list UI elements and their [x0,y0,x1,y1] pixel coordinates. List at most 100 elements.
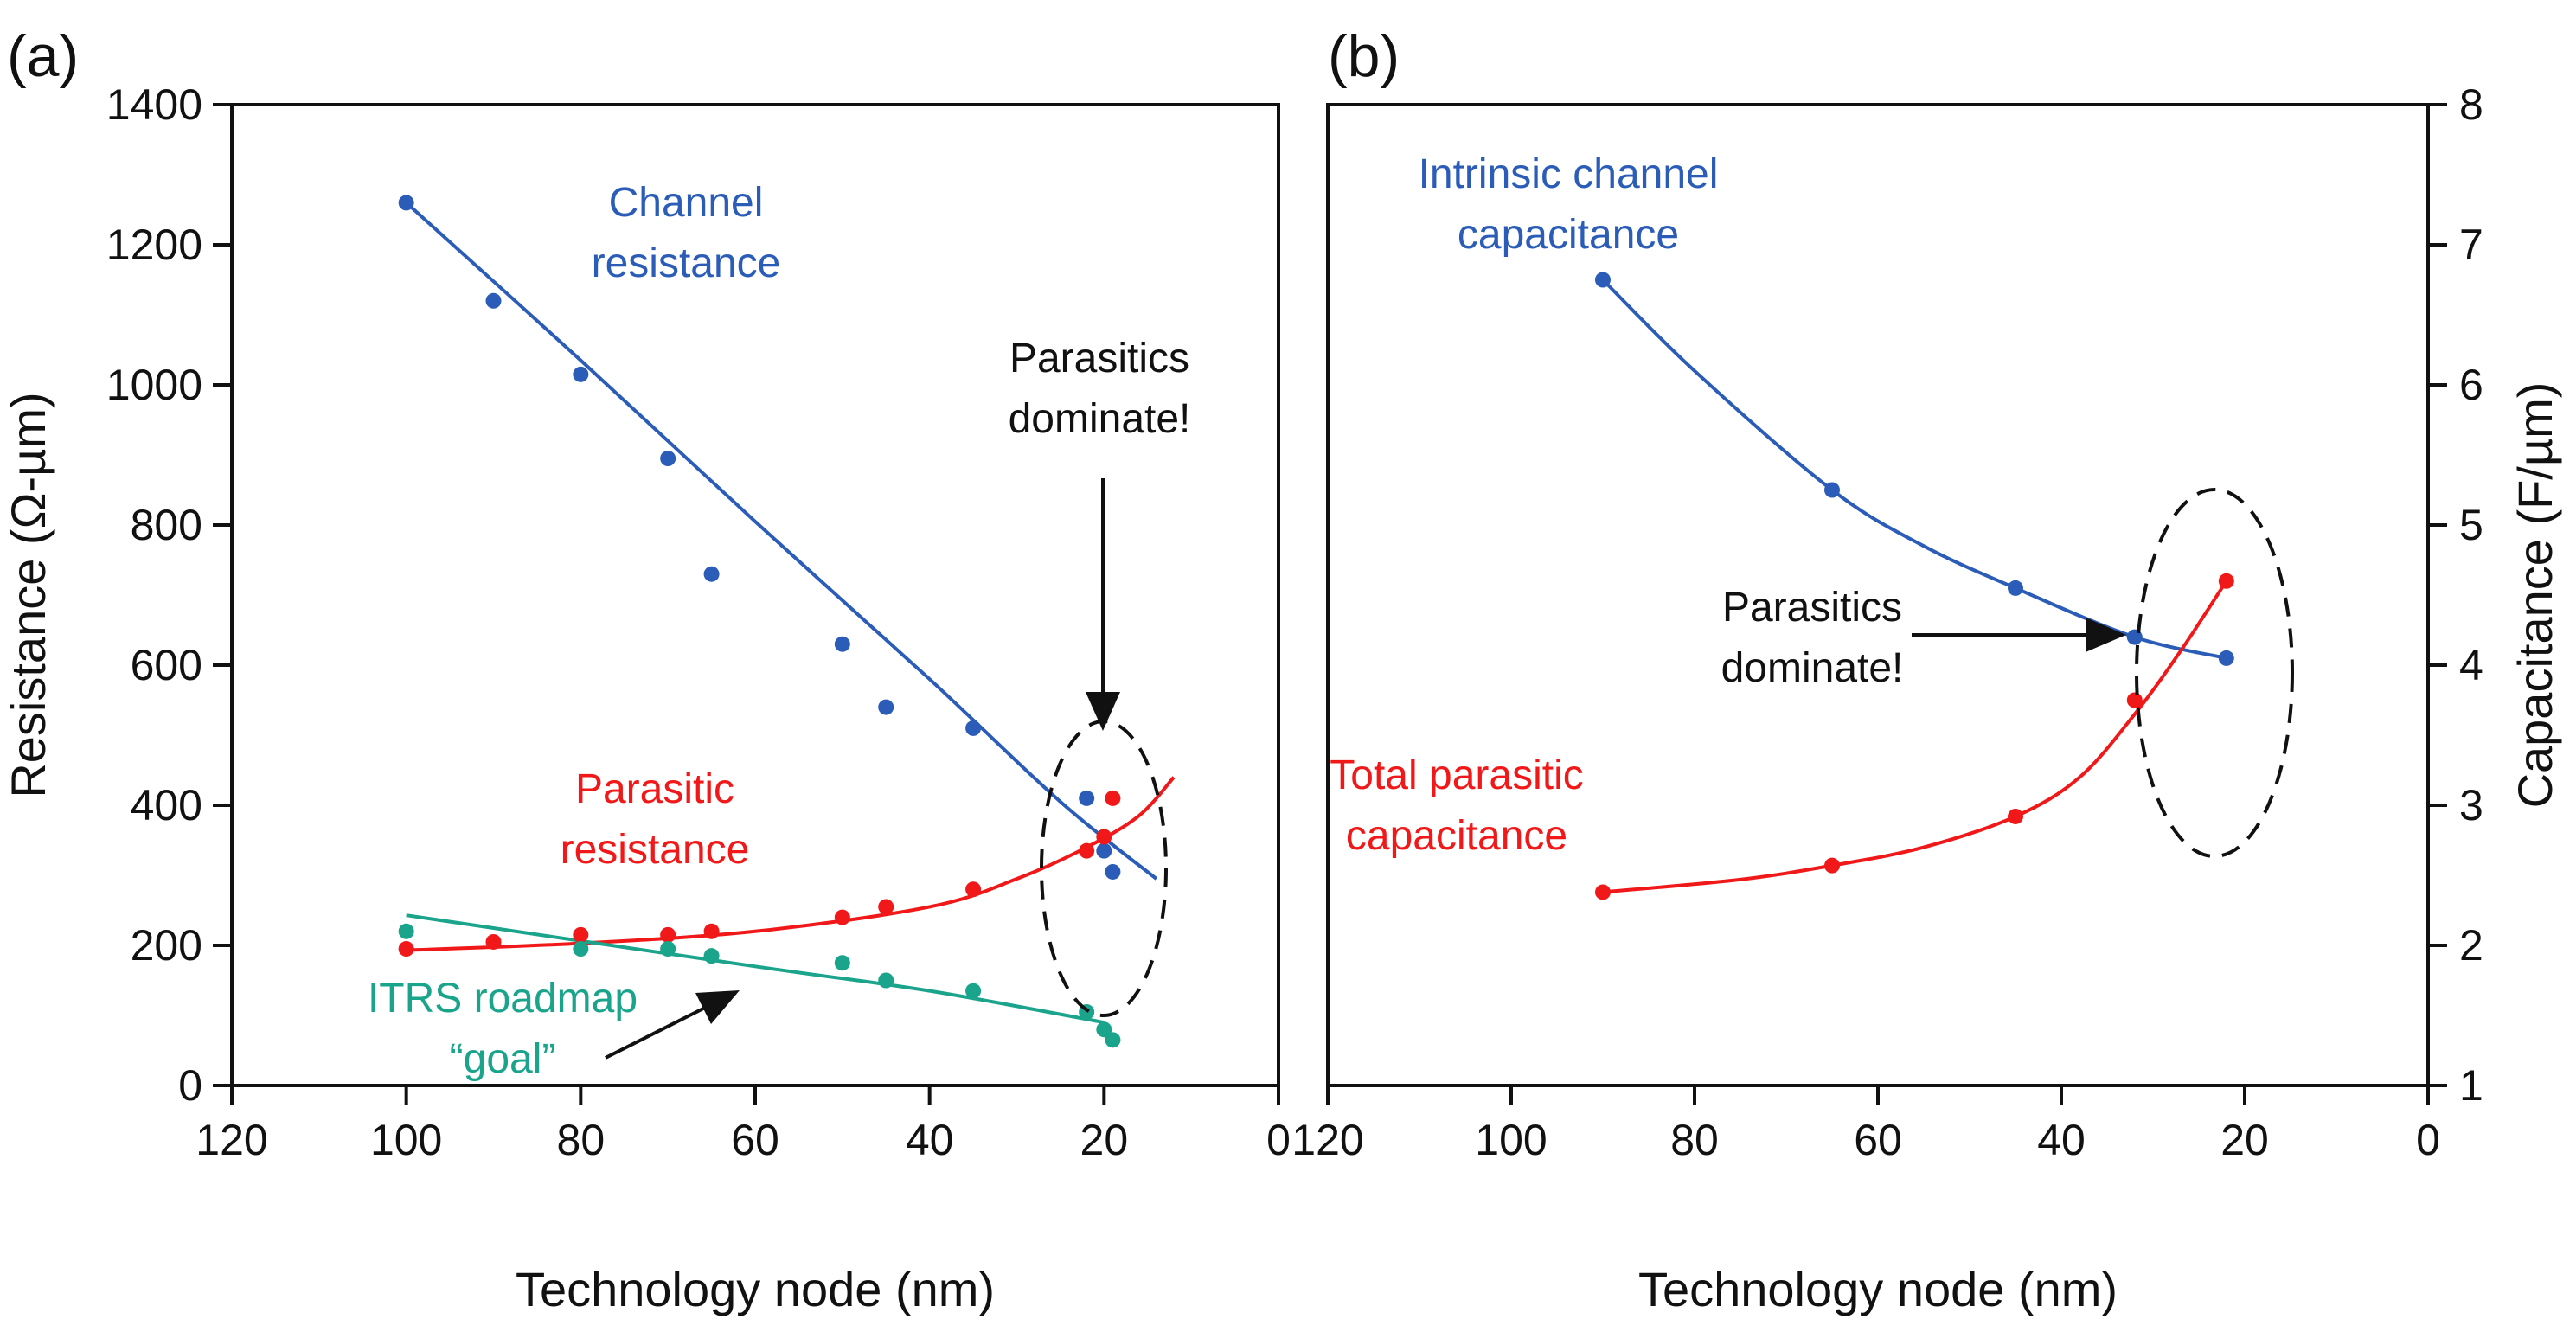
x-tick-label: 40 [2037,1116,2086,1164]
y-tick-label: 200 [131,921,202,970]
channel-resistance-point [965,720,982,736]
itrs-roadmap-goal-point [573,941,589,957]
parasitic-resistance-label: Parasitic resistance [561,766,750,873]
itrs-roadmap-goal-fit-line [406,913,1105,1025]
channel-resistance-point [703,566,720,582]
x-tick-label: 0 [1266,1116,1291,1164]
y-tick-label: 600 [131,641,202,689]
intrinsic-channel-capacitance-point [2218,650,2234,666]
y-tick-label: 1000 [106,361,202,409]
channel-resistance-point [834,636,850,652]
x-tick-label: 80 [557,1116,606,1164]
itrs-roadmap-label: ITRS roadmap “goal” [368,976,638,1082]
x-tick-label: 20 [2220,1116,2269,1164]
itrs-roadmap-label-line1: ITRS roadmap [368,976,638,1021]
y-tick-label: 5 [2459,501,2483,549]
fit-lines-b [1601,279,2228,894]
channel-resistance-label-line2: resistance [592,240,781,286]
channel-resistance-point [485,292,502,309]
channel-resistance-label-line1: Channel [609,180,764,226]
y-tick-label: 6 [2459,361,2483,409]
intrinsic-capacitance-label-line1: Intrinsic channel [1419,151,1719,197]
total-parasitic-capacitance-label-line2: capacitance [1346,813,1567,859]
parasitic-resistance-label-line1: Parasitic [575,766,734,812]
total-parasitic-capacitance-fit-line [1602,580,2228,894]
channel-resistance-point [660,451,676,467]
itrs-arrow-shaft [605,1006,706,1060]
channel-resistance-point [573,366,589,382]
channel-resistance-fit-line [405,201,1158,881]
itrs-roadmap-goal-point [1096,1021,1112,1038]
y-axis-label-b: Capacitance (F/µm) [2508,382,2562,809]
x-tick-label: 120 [1291,1116,1363,1164]
panel-label-a: (a) [7,23,79,89]
y-tick-label: 1 [2459,1061,2483,1110]
parasitic-resistance-point [660,926,676,943]
parasitics-dominate-b-line1: Parasitics [1722,585,1902,631]
x-tick-label: 20 [1080,1116,1129,1164]
channel-resistance-label: Channel resistance [592,180,781,286]
y-tick-label: 400 [131,781,202,829]
parasitics-dominate-a-line2: dominate! [1009,396,1191,442]
total-parasitic-capacitance-point [2218,573,2234,589]
channel-resistance-point [1105,863,1121,880]
x-axis-label-a: Technology node (nm) [516,1262,995,1316]
parasitic-resistance-point [703,923,720,939]
itrs-arrow-head [695,990,740,1024]
y-tick-label: 1400 [106,80,202,129]
total-parasitic-capacitance-point [1595,884,1611,900]
parasitic-resistance-point [1096,829,1112,845]
channel-resistance-point [1079,790,1095,806]
itrs-roadmap-goal-point [834,955,850,971]
dominance-ellipse-b [2135,488,2294,858]
itrs-roadmap-goal-point [703,948,720,964]
intrinsic-capacitance-label: Intrinsic channel capacitance [1419,151,1719,258]
x-tick-label: 100 [370,1116,442,1164]
x-tick-label: 80 [1670,1116,1719,1164]
parasitics-dominate-annotation-a: Parasitics dominate! [1009,336,1191,1017]
y-tick-label: 1200 [106,221,202,269]
y-tick-label: 8 [2459,80,2483,129]
total-parasitic-capacitance-label: Total parasitic capacitance [1330,752,1583,859]
parasitic-resistance-point [834,909,850,925]
x-tick-label: 0 [2416,1116,2440,1164]
y-tick-label: 7 [2459,221,2483,269]
parasitic-resistance-point [485,933,502,950]
fit-lines-a [405,201,1176,1025]
y-axis-ticks-a: 0 200 400 600 800 1000 1200 1400 [106,80,232,1110]
y-tick-label: 2 [2459,921,2483,970]
y-tick-label: 800 [131,501,202,549]
chart-panel-a: (a) 120 100 80 60 40 20 0 02004006008001000120… [1,23,1291,1316]
data-points-a [398,195,1121,1048]
parasitic-resistance-point [965,881,982,898]
dominance-ellipse-a [1040,720,1168,1017]
chart-panel-b: (b) 120 100 80 60 40 20 0 1 2 3 4 5 6 7 8 Technology … [1291,23,2562,1316]
intrinsic-channel-capacitance-point [1824,482,1840,498]
itrs-arrow [605,990,740,1060]
total-parasitic-capacitance-point [1824,857,1840,874]
y-tick-label: 3 [2459,781,2483,829]
data-points-b [1595,272,2234,900]
intrinsic-capacitance-label-line2: capacitance [1458,212,1679,258]
itrs-roadmap-goal-point [878,972,894,989]
intrinsic-channel-capacitance-fit-line [1601,279,2227,660]
arrow-head-a [1086,692,1120,731]
x-axis-ticks-b: 120 100 80 60 40 20 0 [1291,1085,2440,1164]
x-tick-label: 60 [1854,1116,1902,1164]
x-tick-label: 100 [1475,1116,1547,1164]
parasitic-resistance-point [398,941,414,957]
parasitic-resistance-point [1079,842,1095,859]
itrs-roadmap-goal-point [965,983,982,999]
intrinsic-channel-capacitance-point [2008,580,2023,596]
itrs-roadmap-goal-point [1105,1032,1121,1048]
intrinsic-channel-capacitance-point [1595,272,1611,288]
y-axis-ticks-b: 1 2 3 4 5 6 7 8 [2428,80,2483,1110]
parasitics-dominate-a-line1: Parasitics [1009,336,1189,381]
x-tick-label: 60 [731,1116,779,1164]
parasitic-resistance-point [1105,790,1121,806]
x-axis-ticks-a: 120 100 80 60 40 20 0 [195,1085,1291,1164]
parasitic-resistance-fit-line [406,776,1176,952]
intrinsic-channel-capacitance-point [2126,629,2143,645]
parasitic-resistance-point [573,926,589,943]
